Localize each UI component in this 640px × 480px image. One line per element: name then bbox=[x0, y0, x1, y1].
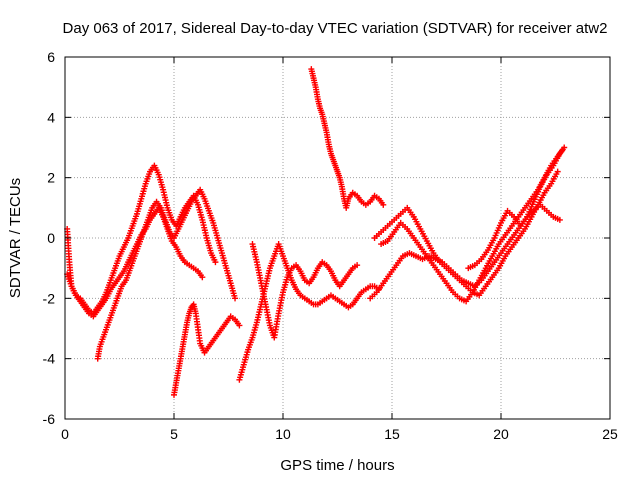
y-tick-label: 4 bbox=[47, 109, 55, 125]
data-layer bbox=[64, 66, 568, 398]
data-point bbox=[380, 201, 387, 208]
grid-layer bbox=[65, 57, 610, 419]
data-point bbox=[354, 262, 361, 269]
y-axis-title: SDTVAR / TECUs bbox=[7, 178, 24, 298]
chart-title: Day 063 of 2017, Sidereal Day-to-day VTE… bbox=[63, 20, 608, 37]
y-tick-label: 0 bbox=[47, 230, 55, 246]
x-tick-label: 20 bbox=[493, 426, 509, 442]
x-tick-label: 15 bbox=[384, 426, 400, 442]
data-point bbox=[559, 147, 566, 154]
tick-layer: 0 5 10 15 20 25 -6 -4 -2 0 2 4 6 bbox=[43, 49, 618, 442]
x-tick-label: 0 bbox=[61, 426, 69, 442]
y-tick-label: 6 bbox=[47, 49, 55, 65]
x-axis-title: GPS time / hours bbox=[280, 457, 394, 474]
x-tick-label: 10 bbox=[275, 426, 291, 442]
x-tick-label: 25 bbox=[602, 426, 618, 442]
data-point bbox=[554, 168, 561, 175]
data-point bbox=[199, 274, 206, 281]
data-point bbox=[236, 322, 243, 329]
y-tick-label: -2 bbox=[43, 290, 56, 306]
data-point bbox=[561, 144, 568, 151]
y-tick-label: -4 bbox=[43, 351, 56, 367]
data-point bbox=[232, 295, 239, 302]
data-point bbox=[556, 216, 563, 223]
data-point bbox=[212, 259, 219, 266]
x-tick-label: 5 bbox=[170, 426, 178, 442]
y-tick-label: 2 bbox=[47, 170, 55, 186]
y-tick-label: -6 bbox=[43, 411, 56, 427]
